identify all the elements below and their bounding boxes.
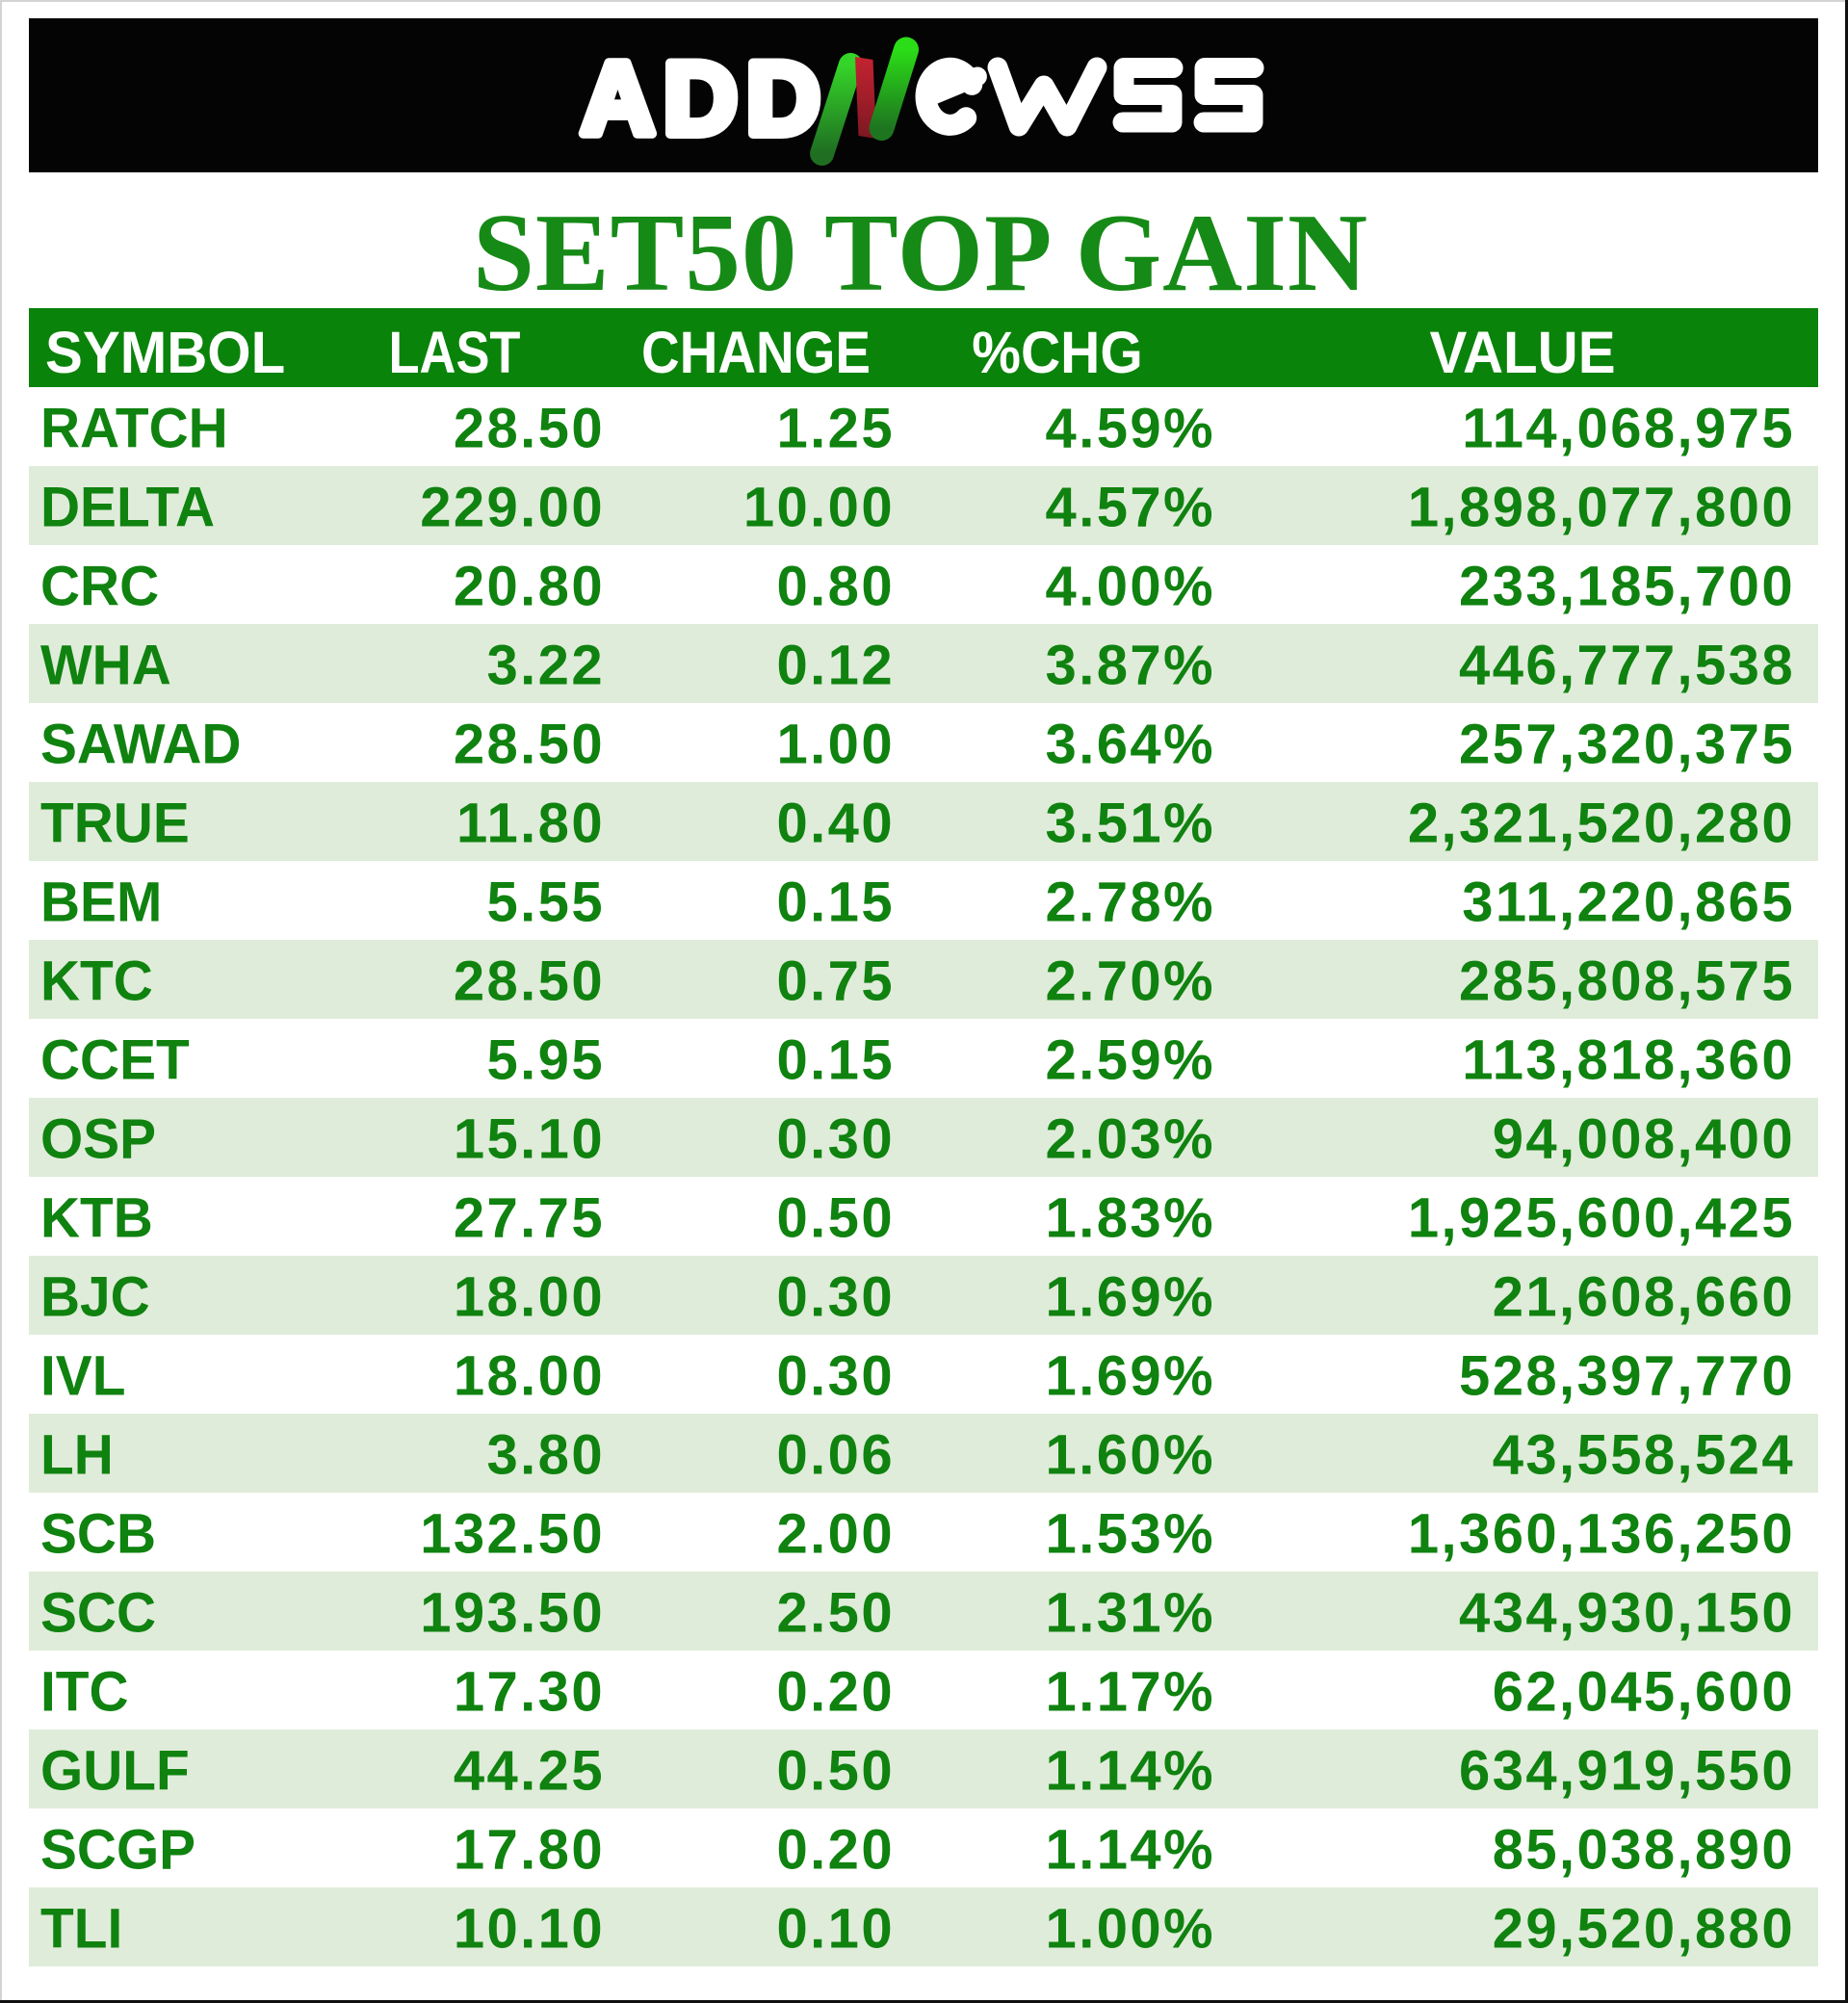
- svg-text:ADD: ADD: [581, 41, 829, 156]
